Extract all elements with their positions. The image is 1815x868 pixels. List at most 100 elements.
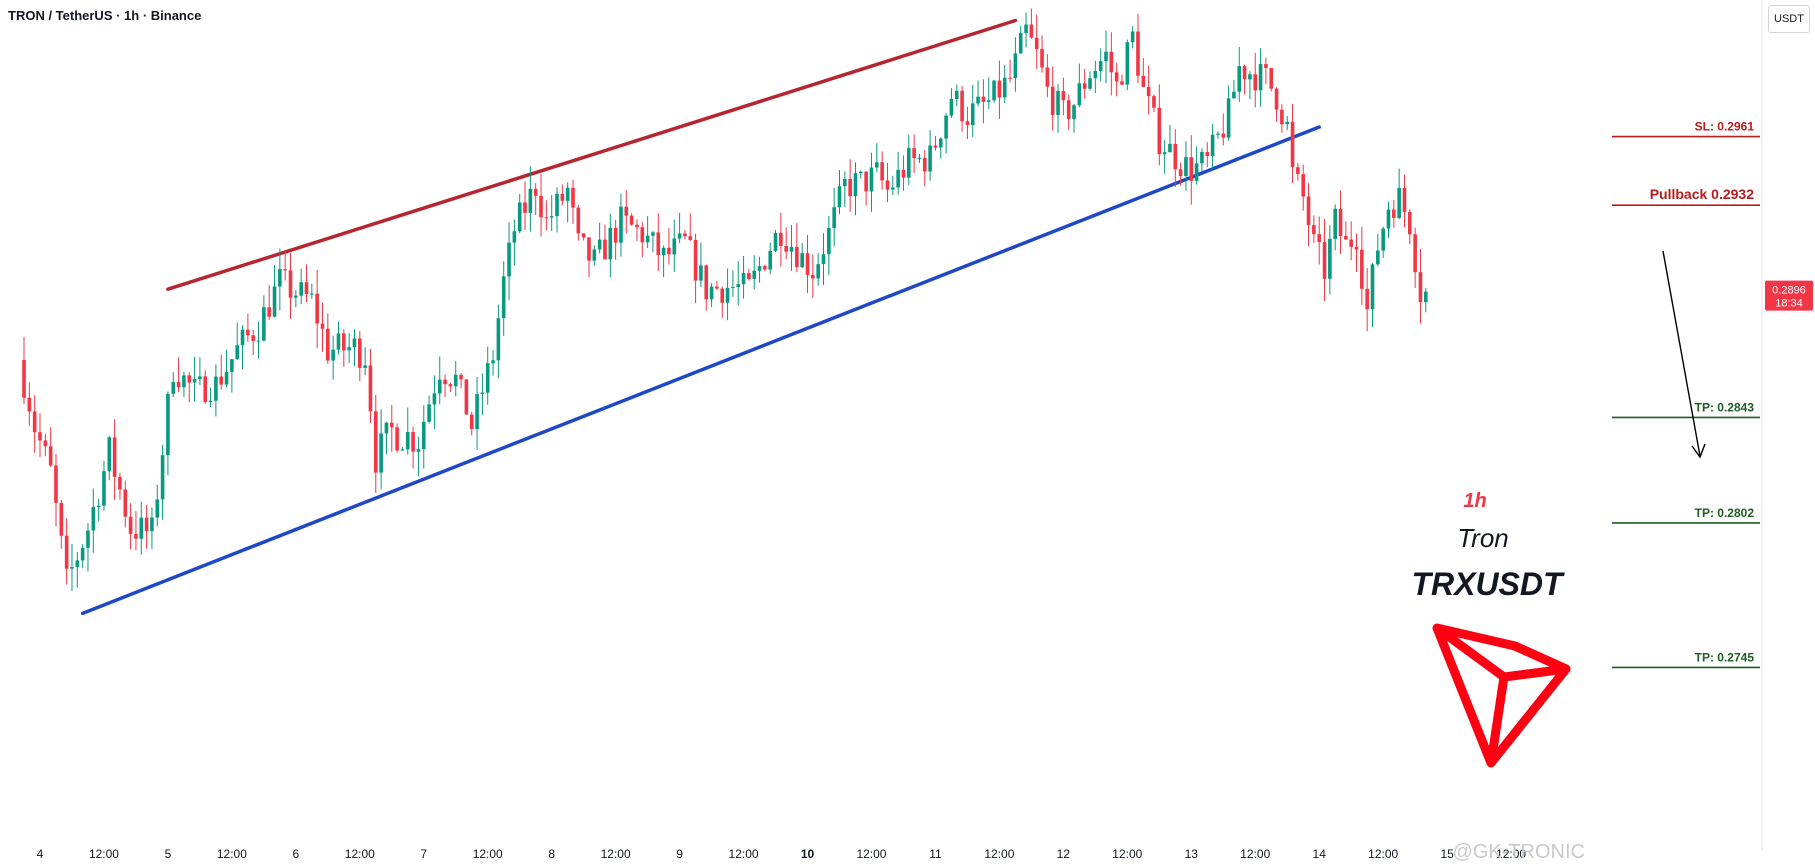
price-tick-label: 0.2845 <box>1771 0 1805 3</box>
quote-currency-button[interactable]: USDT <box>1768 5 1810 33</box>
candle-body <box>906 148 911 178</box>
candles <box>22 8 1428 592</box>
candle-body <box>112 437 117 477</box>
candle-body <box>1408 211 1412 235</box>
candle-body <box>150 517 154 532</box>
candle-body <box>176 381 181 388</box>
candle-body <box>1098 61 1103 72</box>
candle-body <box>427 404 431 422</box>
candle-body <box>1082 83 1087 89</box>
candle-body <box>912 148 916 159</box>
candle-body <box>954 90 959 100</box>
candle-body <box>1333 208 1337 239</box>
time-axis[interactable]: 4 12:00 5 12:00 6 12:00 7 12:00 8 12:00 9 12:00 10 12… <box>37 847 1527 861</box>
candle-body <box>272 286 277 317</box>
price-tick-label: 0.2770 <box>1771 0 1805 3</box>
candle-body <box>517 202 522 232</box>
candle-body <box>677 233 682 239</box>
candle-body <box>576 207 581 234</box>
candle-body <box>672 238 677 255</box>
candle-body <box>624 206 629 216</box>
price-tick-label: 0.2940 <box>1771 0 1805 3</box>
candle-body <box>421 421 426 450</box>
candle-body <box>1040 48 1044 68</box>
candle-body <box>437 379 442 394</box>
candle-body <box>379 433 383 473</box>
candle-body <box>342 333 346 351</box>
candle-body <box>1296 167 1300 175</box>
candle-body <box>1189 157 1194 181</box>
candle-body <box>395 427 399 451</box>
candle-body <box>715 286 719 289</box>
time-tick-label: 12:00 <box>345 847 375 861</box>
candle-body <box>635 224 639 228</box>
time-tick-label: 6 <box>292 847 299 861</box>
projection-arrow <box>1662 250 1706 459</box>
candle-body <box>747 273 751 280</box>
pair-label: TRXUSDT <box>1411 566 1565 602</box>
candle-body <box>123 489 128 517</box>
candle-body <box>469 414 474 429</box>
candle-body <box>512 231 517 243</box>
level-label: TP: 0.2745 <box>1695 650 1755 664</box>
candle-body <box>731 287 735 289</box>
price-tick-label: 0.2920 <box>1771 0 1805 3</box>
candle-body <box>192 379 197 383</box>
candle-body <box>64 535 69 569</box>
candle-body <box>75 560 80 568</box>
candle-body <box>960 90 964 122</box>
candle-body <box>1162 152 1167 155</box>
candle-body <box>1392 209 1396 218</box>
level-label: TP: 0.2843 <box>1695 400 1755 414</box>
candle-body <box>592 249 597 261</box>
candle-body <box>230 359 234 372</box>
candle-body <box>1066 100 1071 120</box>
price-tick-label: 0.2785 <box>1771 0 1805 3</box>
candle-body <box>741 273 746 285</box>
candle-body <box>1077 83 1082 106</box>
candle-body <box>853 173 858 197</box>
price-axis[interactable]: 0.30000.29800.29600.29400.29200.29000.28… <box>1771 0 1805 3</box>
candle-body <box>405 432 410 450</box>
time-tick-label: 12:00 <box>1240 847 1270 861</box>
price-tick-label: 0.2746 <box>1771 0 1805 3</box>
candle-body <box>1344 235 1348 240</box>
candle-body <box>1210 134 1215 157</box>
candle-body <box>613 227 618 243</box>
time-tick-label: 13 <box>1185 847 1199 861</box>
candle-body <box>1152 96 1156 108</box>
candle-body <box>1264 64 1268 69</box>
candle-body <box>304 282 309 295</box>
candle-body <box>1301 174 1306 197</box>
candle-body <box>922 157 927 172</box>
candle-body <box>235 345 240 360</box>
candle-body <box>885 180 890 190</box>
candle-body <box>1237 66 1242 92</box>
candle-body <box>709 286 714 300</box>
candle-body <box>720 288 725 303</box>
candle-body <box>1226 98 1231 138</box>
candle-body <box>763 266 767 270</box>
candle-body <box>1370 264 1375 310</box>
candle-body <box>1184 157 1188 177</box>
candle-body <box>1418 272 1423 303</box>
candle-body <box>54 465 58 503</box>
candle-body <box>597 239 602 250</box>
candle-body <box>757 266 762 271</box>
time-tick-label: 12:00 <box>217 847 247 861</box>
candle-body <box>80 547 85 561</box>
candle-body <box>875 162 879 168</box>
candle-body <box>1200 152 1204 164</box>
candle-body <box>949 99 954 116</box>
candle-body <box>1274 88 1279 110</box>
candle-body <box>70 567 74 569</box>
candle-body <box>981 96 986 102</box>
symbol-header[interactable]: TRON / TetherUS · 1h · Binance <box>8 8 202 23</box>
candle-body <box>1365 288 1369 310</box>
candle-body <box>1349 239 1353 247</box>
time-tick-label: 15 <box>1440 847 1454 861</box>
candle-body <box>603 239 607 260</box>
candle-body <box>1285 121 1290 125</box>
trendlines <box>80 18 1321 616</box>
